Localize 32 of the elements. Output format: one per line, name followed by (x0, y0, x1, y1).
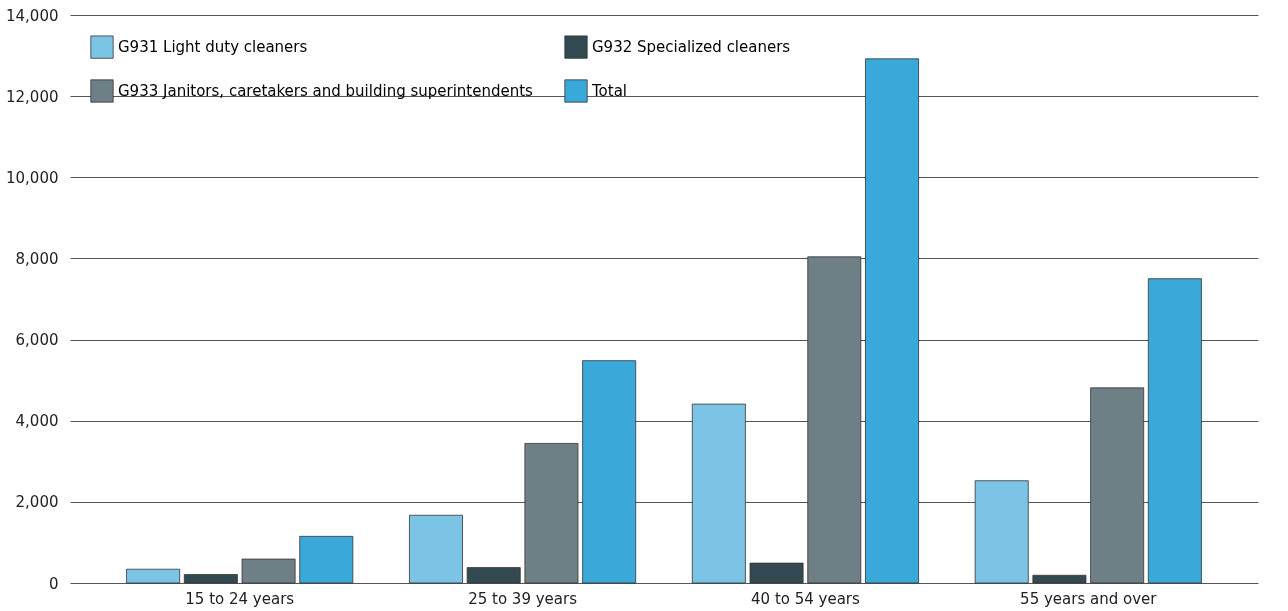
bar (1090, 387, 1145, 584)
bar (749, 562, 804, 584)
bar (409, 514, 463, 584)
y-tick-label: 6,000 (15, 331, 59, 350)
bar (466, 567, 521, 584)
bar (1147, 278, 1202, 584)
bar (524, 443, 579, 584)
x-tick-label: 15 to 24 years (185, 589, 295, 608)
bar (126, 568, 181, 584)
legend-label: Total (591, 82, 628, 100)
bar (807, 256, 862, 584)
legend-label: G932 Specialized cleaners (592, 38, 791, 57)
y-tick-label: 14,000 (6, 6, 59, 25)
y-tick-label: 0 (48, 574, 59, 593)
bar (865, 58, 919, 584)
y-tick-label: 4,000 (15, 412, 59, 431)
bar (691, 403, 746, 584)
y-tick-label: 12,000 (6, 87, 59, 106)
x-tick-label: 55 years and over (1020, 589, 1158, 608)
bar (1032, 574, 1087, 584)
x-tick-label: 25 to 39 years (468, 589, 578, 608)
bar (299, 535, 354, 584)
x-tick-label: 40 to 54 years (751, 589, 861, 608)
bar (183, 574, 238, 584)
bar (241, 558, 296, 584)
y-tick-label: 10,000 (6, 168, 59, 187)
y-tick-label: 2,000 (15, 493, 59, 512)
legend-label: G931 Light duty cleaners (118, 38, 308, 57)
legend-label: G933 Janitors, caretakers and building superintendents (118, 82, 534, 100)
bar (974, 480, 1029, 584)
y-tick-label: 8,000 (15, 249, 59, 268)
bar (582, 360, 637, 584)
